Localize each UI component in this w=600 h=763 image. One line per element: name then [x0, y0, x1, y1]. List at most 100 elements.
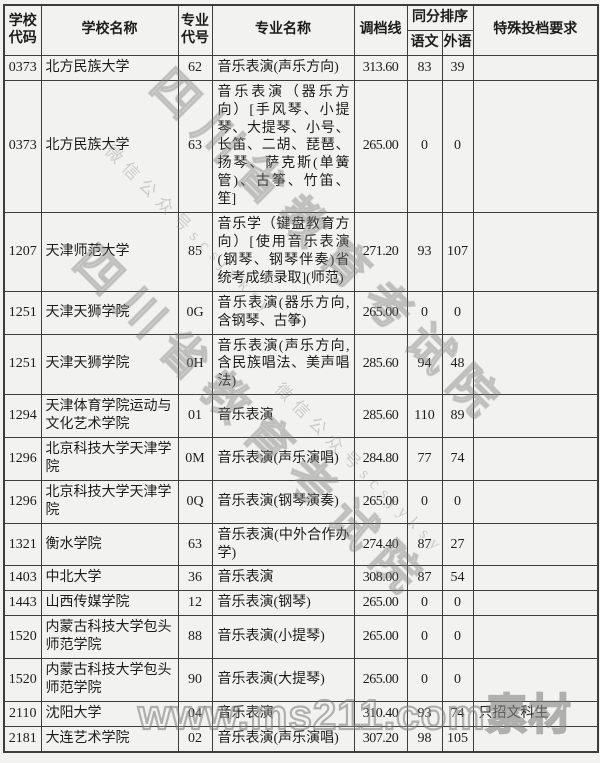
- cell-chinese-score: 0: [406, 615, 443, 660]
- cell-chinese-score: 0: [406, 290, 443, 335]
- header-chinese: 语文: [406, 29, 443, 56]
- cell-cutoff-line: 265.00: [353, 79, 408, 214]
- table-header: 学校代码 学校名称 专业代号 专业名称 调档线 同分排序 特殊投档要求 语文 外…: [3, 4, 599, 56]
- table-row: 2181 大连艺术学院 02 音乐表演(声乐演唱) 307.20 98 105: [3, 725, 599, 753]
- cell-special-requirements: [472, 394, 599, 439]
- cell-special-requirements: [472, 333, 599, 396]
- cell-school-code: 1251: [3, 290, 42, 335]
- cell-school-code: 1296: [3, 479, 42, 524]
- header-school-code: 学校代码: [3, 4, 42, 56]
- header-cutoff-line: 调档线: [353, 4, 408, 56]
- cell-chinese-score: 0: [406, 658, 443, 702]
- header-school-name: 学校名称: [40, 4, 179, 56]
- cell-foreign-score: 0: [441, 615, 474, 660]
- cell-major-name: 音乐表演: [211, 394, 355, 439]
- cell-school-name: 天津师范大学: [40, 212, 179, 292]
- table-row: 1207 天津师范大学 85 音乐学（键盘教育方向）[使用音乐表演(钢琴、钢琴伴…: [3, 212, 599, 292]
- cell-school-name: 天津天狮学院: [40, 290, 179, 335]
- cell-major-name: 音乐表演（器乐方向）[手风琴、小提琴、大提琴、小号、长笛、二胡、琵琶、扬琴、萨克…: [211, 79, 355, 214]
- cell-foreign-score: 0: [441, 79, 474, 214]
- cell-major-code: 02: [177, 725, 213, 753]
- cell-major-code: 04: [177, 700, 213, 727]
- cell-school-name: 中北大学: [40, 565, 179, 592]
- cell-major-code: 0Q: [177, 479, 213, 524]
- cell-major-name: 音乐表演(小提琴): [211, 615, 355, 660]
- cell-special-requirements: 只招文科生: [472, 700, 599, 727]
- cell-special-requirements: [472, 212, 599, 292]
- cell-foreign-score: 0: [441, 658, 474, 702]
- cell-special-requirements: [472, 615, 599, 660]
- cell-chinese-score: 0: [406, 79, 443, 214]
- table-row: 1443 山西传媒学院 12 音乐表演(钢琴) 265.00 0 0: [3, 590, 599, 617]
- cell-cutoff-line: 310.40: [353, 700, 408, 727]
- cell-special-requirements: [472, 725, 599, 753]
- table-body: 0373 北方民族大学 62 音乐表演(声乐方向) 313.60 83 39 0…: [3, 54, 599, 753]
- cell-major-code: 01: [177, 394, 213, 439]
- cell-foreign-score: 27: [441, 522, 474, 567]
- cell-chinese-score: 87: [406, 522, 443, 567]
- header-major-code: 专业代号: [177, 4, 213, 56]
- cell-major-name: 音乐表演(声乐演唱): [211, 725, 355, 753]
- cell-cutoff-line: 285.60: [353, 394, 408, 439]
- cell-cutoff-line: 265.00: [353, 590, 408, 617]
- cell-major-name: 音乐表演(声乐演唱): [211, 437, 355, 481]
- cell-chinese-score: 77: [406, 437, 443, 481]
- header-special-requirements: 特殊投档要求: [472, 4, 599, 56]
- cell-school-name: 衡水学院: [40, 522, 179, 567]
- table-row: 1296 北京科技大学天津学院 0M 音乐表演(声乐演唱) 284.80 77 …: [3, 437, 599, 481]
- cell-school-code: 1443: [3, 590, 42, 617]
- cell-foreign-score: 0: [441, 479, 474, 524]
- cell-school-code: 1520: [3, 658, 42, 702]
- cell-major-name: 音乐表演(中外合作办学): [211, 522, 355, 567]
- table-row: 1520 内蒙古科技大学包头师范学院 90 音乐表演(大提琴) 265.00 0…: [3, 658, 599, 702]
- table-row: 1296 北京科技大学天津学院 0Q 音乐表演(钢琴演奏) 265.00 0 0: [3, 479, 599, 524]
- cell-major-name: 音乐表演: [211, 700, 355, 727]
- cell-chinese-score: 98: [406, 725, 443, 753]
- cell-cutoff-line: 285.60: [353, 333, 408, 396]
- cell-special-requirements: [472, 479, 599, 524]
- cell-cutoff-line: 308.00: [353, 565, 408, 592]
- cell-foreign-score: 74: [441, 437, 474, 481]
- cell-school-name: 北方民族大学: [40, 79, 179, 214]
- cell-chinese-score: 83: [406, 54, 443, 81]
- cell-cutoff-line: 265.00: [353, 658, 408, 702]
- cell-school-code: 2110: [3, 700, 42, 727]
- cell-major-code: 62: [177, 54, 213, 81]
- cell-school-name: 大连艺术学院: [40, 725, 179, 753]
- table-row: 1321 衡水学院 63 音乐表演(中外合作办学) 274.40 87 27: [3, 522, 599, 567]
- cell-foreign-score: 39: [441, 54, 474, 81]
- cell-foreign-score: 0: [441, 590, 474, 617]
- cell-cutoff-line: 271.20: [353, 212, 408, 292]
- cell-school-name: 山西传媒学院: [40, 590, 179, 617]
- cell-major-code: 0G: [177, 290, 213, 335]
- cell-school-name: 北京科技大学天津学院: [40, 437, 179, 481]
- cell-chinese-score: 94: [406, 333, 443, 396]
- cell-school-code: 1520: [3, 615, 42, 660]
- cell-school-code: 1294: [3, 394, 42, 439]
- cell-major-code: 63: [177, 522, 213, 567]
- cell-foreign-score: 74: [441, 700, 474, 727]
- cell-major-code: 85: [177, 212, 213, 292]
- table-row: 0373 北方民族大学 63 音乐表演（器乐方向）[手风琴、小提琴、大提琴、小号…: [3, 79, 599, 214]
- cell-chinese-score: 110: [406, 394, 443, 439]
- cell-major-code: 88: [177, 615, 213, 660]
- cell-major-name: 音乐表演(声乐方向,含民族唱法、美声唱法): [211, 333, 355, 396]
- cell-foreign-score: 48: [441, 333, 474, 396]
- cell-foreign-score: 89: [441, 394, 474, 439]
- cell-chinese-score: 87: [406, 565, 443, 592]
- cell-special-requirements: [472, 290, 599, 335]
- cell-special-requirements: [472, 522, 599, 567]
- cell-school-code: 1207: [3, 212, 42, 292]
- header-foreign-language: 外语: [441, 29, 474, 56]
- admission-score-table: 学校代码 学校名称 专业代号 专业名称 调档线 同分排序 特殊投档要求 语文 外…: [3, 4, 599, 753]
- cell-chinese-score: 0: [406, 479, 443, 524]
- header-tiebreak: 同分排序: [406, 4, 474, 31]
- cell-major-code: 63: [177, 79, 213, 214]
- cell-major-code: 36: [177, 565, 213, 592]
- cell-chinese-score: 93: [406, 212, 443, 292]
- cell-special-requirements: [472, 565, 599, 592]
- header-major-name: 专业名称: [211, 4, 355, 56]
- cell-chinese-score: 93: [406, 700, 443, 727]
- cell-cutoff-line: 313.60: [353, 54, 408, 81]
